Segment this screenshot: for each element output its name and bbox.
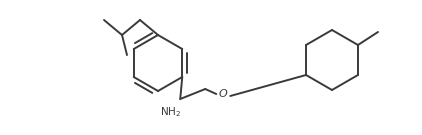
Text: O: O [219, 89, 227, 99]
Text: NH$_2$: NH$_2$ [160, 105, 181, 119]
